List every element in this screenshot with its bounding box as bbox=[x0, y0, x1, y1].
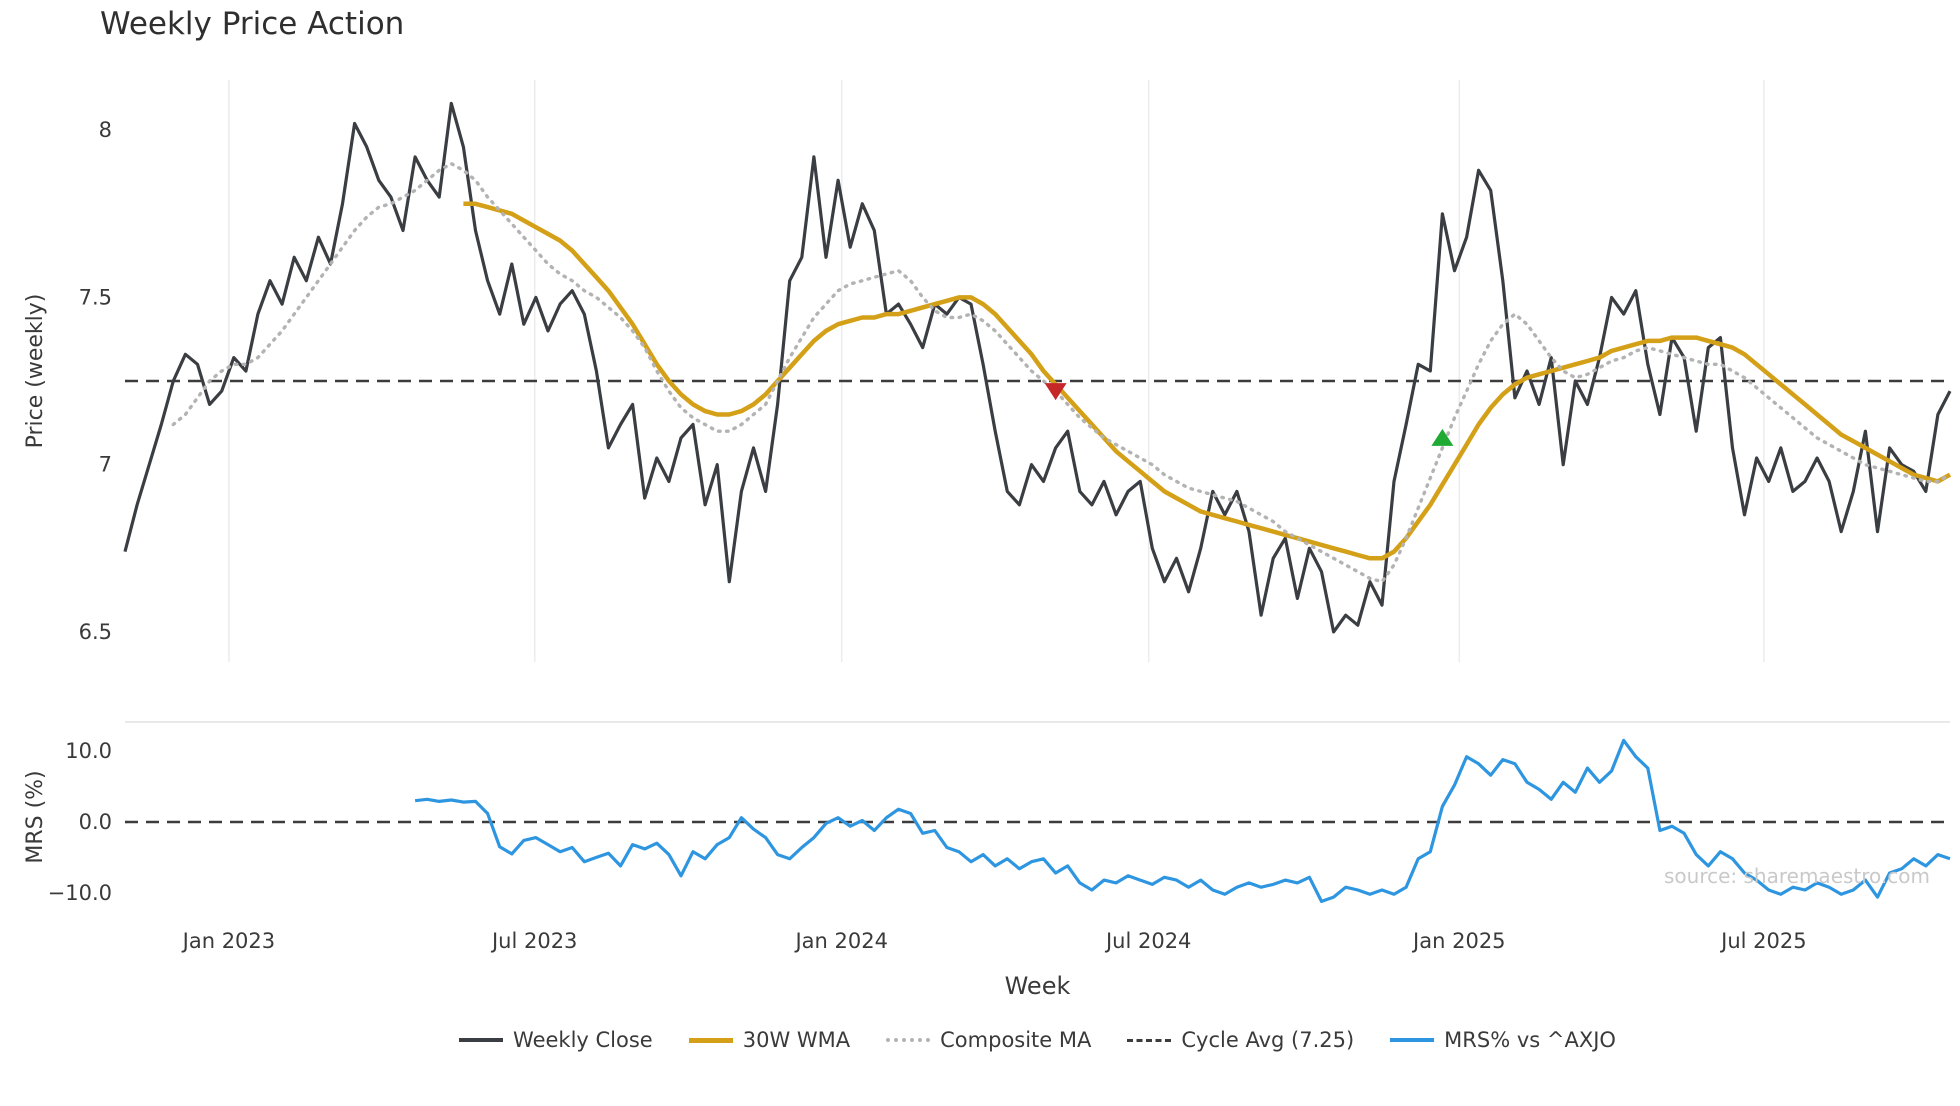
legend-label-cycle-avg: Cycle Avg (7.25) bbox=[1181, 1028, 1355, 1052]
svg-text:10.0: 10.0 bbox=[65, 739, 112, 763]
weekly-close-line-sample bbox=[459, 1038, 504, 1042]
legend-label-mrs: MRS% vs ^AXJO bbox=[1444, 1028, 1616, 1052]
svg-text:Jul 2024: Jul 2024 bbox=[1104, 929, 1191, 953]
svg-text:6.5: 6.5 bbox=[79, 620, 112, 644]
svg-text:Jan 2025: Jan 2025 bbox=[1411, 929, 1506, 953]
svg-text:0.0: 0.0 bbox=[79, 810, 112, 834]
legend-item-30w-wma: 30W WMA bbox=[688, 1028, 851, 1052]
source-watermark: source: sharemaestro.com bbox=[1664, 864, 1930, 888]
wma-line-sample bbox=[688, 1037, 733, 1043]
legend-label-composite-ma: Composite MA bbox=[940, 1028, 1092, 1052]
composite-ma-line-sample bbox=[886, 1038, 931, 1042]
chart-legend: Weekly Close 30W WMA Composite MA Cycle … bbox=[125, 1028, 1950, 1052]
legend-item-mrs: MRS% vs ^AXJO bbox=[1390, 1028, 1616, 1052]
svg-text:7: 7 bbox=[99, 453, 112, 477]
mrs-line-sample bbox=[1390, 1038, 1435, 1042]
svg-text:7.5: 7.5 bbox=[79, 285, 112, 309]
x-axis-label: Week bbox=[1004, 972, 1071, 1000]
svg-text:Jan 2023: Jan 2023 bbox=[181, 929, 276, 953]
chart-title: Weekly Price Action bbox=[100, 6, 405, 42]
cycle-avg-line-sample bbox=[1127, 1038, 1172, 1042]
legend-item-weekly-close: Weekly Close bbox=[459, 1028, 653, 1052]
legend-item-cycle-avg: Cycle Avg (7.25) bbox=[1127, 1028, 1354, 1052]
legend-item-composite-ma: Composite MA bbox=[886, 1028, 1091, 1052]
svg-text:−10.0: −10.0 bbox=[48, 881, 112, 905]
legend-label-30w-wma: 30W WMA bbox=[742, 1028, 851, 1052]
legend-label-weekly-close: Weekly Close bbox=[513, 1028, 653, 1052]
svg-text:8: 8 bbox=[99, 118, 112, 142]
svg-text:Jul 2023: Jul 2023 bbox=[490, 929, 577, 953]
svg-text:Jan 2024: Jan 2024 bbox=[793, 929, 888, 953]
svg-text:Jul 2025: Jul 2025 bbox=[1719, 929, 1806, 953]
